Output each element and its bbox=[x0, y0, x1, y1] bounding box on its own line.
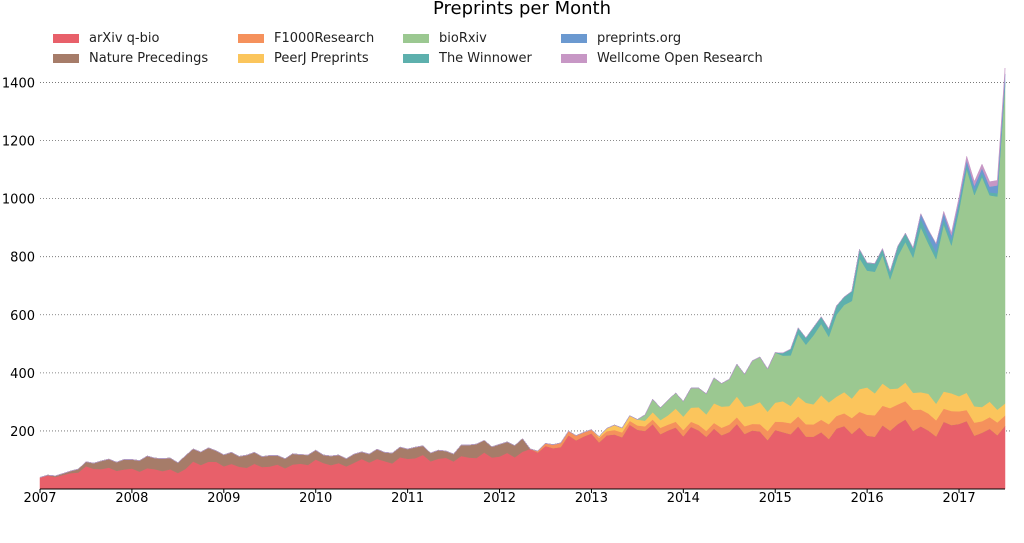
legend-item: arXiv q-bio bbox=[53, 31, 159, 46]
legend-label: Wellcome Open Research bbox=[597, 51, 763, 66]
legend-label: Nature Precedings bbox=[89, 51, 209, 66]
legend-label: The Winnower bbox=[439, 51, 532, 66]
legend-item: bioRxiv bbox=[403, 31, 487, 46]
area-arxiv-q-bio bbox=[39, 419, 1006, 490]
area-wellcome-open-research bbox=[39, 67, 1006, 478]
legend-item: Nature Precedings bbox=[53, 51, 208, 66]
legend-label: preprints.org bbox=[597, 31, 682, 46]
y-tick-label: 1200 bbox=[2, 135, 35, 150]
legend-label: bioRxiv bbox=[439, 31, 487, 46]
x-tick-label: 2009 bbox=[207, 491, 240, 506]
x-tick-label: 2012 bbox=[483, 491, 516, 506]
x-tick-label: 2013 bbox=[575, 491, 608, 506]
legend-item: preprints.org bbox=[561, 31, 681, 46]
y-tick-label: 1400 bbox=[2, 76, 35, 91]
x-tick-label: 2014 bbox=[667, 491, 700, 506]
y-tick-label: 1000 bbox=[2, 193, 35, 208]
x-tick-label: 2016 bbox=[851, 491, 884, 506]
legend-item: F1000Research bbox=[238, 31, 374, 46]
legend-label: arXiv q-bio bbox=[89, 31, 160, 46]
y-tick-label: 600 bbox=[10, 309, 35, 324]
legend-swatch bbox=[238, 34, 264, 43]
legend-swatch bbox=[53, 54, 79, 63]
chart-title: Preprints per Month bbox=[432, 0, 612, 19]
legend-swatch bbox=[403, 34, 429, 43]
legend-swatch bbox=[403, 54, 429, 63]
x-tick-label: 2011 bbox=[391, 491, 424, 506]
x-tick-label: 2017 bbox=[943, 491, 976, 506]
x-tick-label: 2007 bbox=[23, 491, 56, 506]
legend-swatch bbox=[561, 54, 587, 63]
y-tick-label: 200 bbox=[10, 425, 35, 440]
legend-label: F1000Research bbox=[274, 31, 375, 46]
y-tick-label: 800 bbox=[10, 251, 35, 266]
x-tick-label: 2008 bbox=[115, 491, 148, 506]
legend-swatch bbox=[238, 54, 264, 63]
y-tick-label: 400 bbox=[10, 367, 35, 382]
legend: arXiv q-bio Nature Precedings F1000Researc… bbox=[53, 31, 813, 71]
legend-item: The Winnower bbox=[403, 51, 532, 66]
x-tick-label: 2010 bbox=[299, 491, 332, 506]
x-tick-label: 2015 bbox=[759, 491, 792, 506]
legend-item: PeerJ Preprints bbox=[238, 51, 369, 66]
legend-swatch bbox=[53, 34, 79, 43]
legend-swatch bbox=[561, 34, 587, 43]
legend-label: PeerJ Preprints bbox=[274, 51, 369, 66]
legend-item: Wellcome Open Research bbox=[561, 51, 763, 66]
